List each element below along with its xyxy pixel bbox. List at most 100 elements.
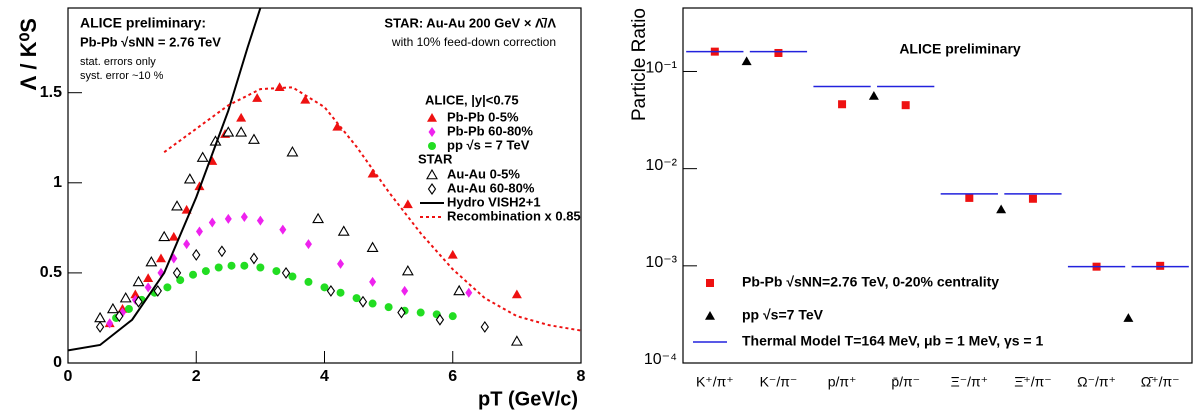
circle-marker [240, 261, 249, 270]
diamond-marker [281, 266, 291, 279]
x-tick-label: 4 [320, 368, 329, 385]
square-marker [774, 48, 783, 57]
diamond-marker [369, 276, 377, 287]
diamond-marker [172, 266, 182, 279]
legend-header: STAR [418, 151, 453, 166]
y-tick-label: 0.5 [40, 264, 62, 281]
curve [68, 8, 262, 352]
circle-marker [201, 267, 210, 276]
triangle-marker [248, 133, 260, 144]
legend-label: Recombination x 0.85 [447, 208, 581, 223]
legend-label: Pb-Pb √sNN=2.76 TeV, 0-20% centrality [742, 274, 999, 290]
diamond-marker [224, 213, 232, 224]
triangle-marker [252, 93, 263, 102]
diamond-marker [304, 239, 312, 250]
triangle-marker [511, 289, 522, 299]
triangle-marker [366, 241, 379, 252]
triangle-marker [447, 249, 458, 259]
legend-label: Pb-Pb 60-80% [447, 123, 533, 138]
triangle-marker [996, 204, 1007, 214]
x-tick-label: p̄/π⁻ [891, 374, 920, 390]
triangle-marker [741, 56, 752, 66]
circle-marker [176, 276, 185, 285]
annotation: STAR: Au-Au 200 GeV × Λ̄/Λ [384, 15, 556, 30]
diamond-marker [217, 245, 227, 258]
diamond-marker [134, 295, 143, 308]
circle-marker [189, 270, 198, 279]
triangle-marker [401, 264, 414, 276]
annotation: stat. errors only [80, 56, 156, 68]
legend-label: Pb-Pb 0-5% [447, 109, 519, 124]
triangle-marker [155, 253, 166, 263]
x-tick-label: 0 [64, 368, 73, 385]
triangle-marker [367, 168, 378, 178]
x-tick-label: Ξ⁻/π⁺ [951, 374, 988, 390]
legend-label: Thermal Model T=164 MeV, μb = 1 MeV, γs … [742, 333, 1043, 349]
right-frame [682, 7, 1193, 364]
circle-marker [448, 312, 457, 321]
triangle-marker [868, 90, 879, 100]
triangle-marker [300, 94, 311, 104]
circle-marker [256, 263, 265, 272]
diamond-marker [435, 313, 445, 326]
square-marker [1028, 194, 1037, 203]
x-tick-label: 6 [448, 368, 457, 385]
diamond-marker [240, 212, 248, 223]
legend-label: Hydro VISH2+1 [447, 194, 541, 209]
chart-title: ALICE preliminary [899, 41, 1021, 57]
legend-label: pp √s = 7 TeV [447, 137, 530, 152]
triangle-marker [132, 275, 145, 287]
annotation: with 10% feed-down correction [391, 35, 556, 49]
legend-label: Au-Au 0-5% [447, 166, 520, 181]
circle-marker [416, 308, 425, 317]
square-marker [838, 100, 847, 109]
diamond-marker [95, 320, 105, 333]
triangle-marker [143, 273, 154, 283]
legend-header: ALICE, |y|<0.75 [425, 92, 519, 107]
triangle-marker [158, 230, 171, 242]
annotation: ALICE preliminary: [80, 15, 206, 31]
y-tick-label: 10⁻¹ [645, 60, 677, 77]
circle-marker [384, 303, 393, 312]
triangle-marker [427, 113, 437, 122]
y-tick-label: 1 [53, 174, 62, 191]
triangle-marker [510, 335, 523, 346]
diamond-marker [249, 252, 259, 265]
diamond-marker [192, 248, 201, 261]
triangle-marker [106, 302, 119, 314]
x-tick-label: K⁻/π⁻ [760, 374, 798, 390]
diamond-marker [337, 258, 345, 269]
triangle-marker [332, 121, 343, 131]
square-marker [706, 279, 714, 287]
circle-marker [368, 299, 377, 308]
circle-marker [288, 272, 297, 281]
triangle-marker [426, 168, 438, 180]
triangle-marker [168, 231, 179, 241]
diamond-marker [397, 306, 406, 319]
diamond-marker [153, 284, 162, 297]
square-marker [901, 101, 910, 110]
legend-label: pp √s=7 TeV [742, 307, 824, 323]
triangle-marker [453, 284, 466, 296]
x-axis-title: pT (GeV/c) [478, 388, 578, 410]
diamond-marker [401, 285, 409, 296]
x-tick-label: Ξ̄⁺/π⁻ [1014, 374, 1051, 390]
x-tick-label: 2 [192, 368, 201, 385]
triangle-marker [196, 151, 209, 162]
annotation: Pb-Pb √sNN = 2.76 TeV [80, 34, 221, 49]
y-tick-label: 10⁻³ [645, 254, 677, 271]
circle-marker [320, 283, 329, 292]
triangle-marker [235, 126, 248, 137]
triangle-marker [222, 126, 235, 137]
circle-marker [304, 277, 313, 286]
x-tick-label: Ω⁻/π⁺ [1077, 374, 1116, 390]
diamond-marker [326, 284, 336, 297]
diamond-marker [106, 318, 114, 329]
y-tick-label: 10⁻² [645, 157, 677, 174]
diamond-marker [480, 320, 489, 333]
triangle-marker [274, 82, 285, 92]
triangle-marker [236, 112, 247, 122]
annotation: syst. error ~10 % [80, 70, 164, 82]
triangle-marker [705, 311, 715, 320]
diamond-marker [465, 287, 473, 298]
